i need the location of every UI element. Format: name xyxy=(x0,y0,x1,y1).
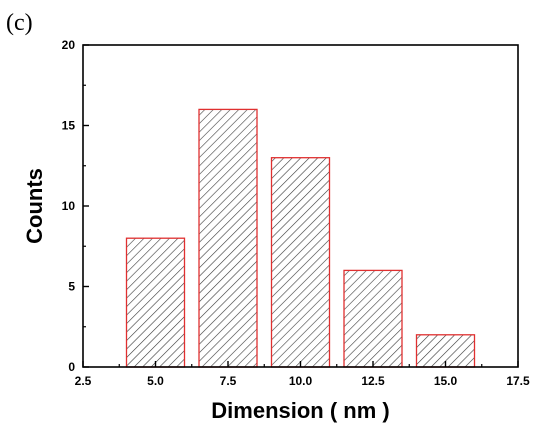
bar xyxy=(270,157,331,368)
y-tick-label: 10 xyxy=(62,199,76,213)
y-tick-label: 20 xyxy=(62,38,76,52)
bars-layer xyxy=(125,108,476,368)
axes-layer xyxy=(82,44,519,368)
y-tick-label: 0 xyxy=(68,360,75,374)
x-axis-title: Dimension ( nm ) xyxy=(211,398,389,423)
x-tick-label: 10.0 xyxy=(289,374,313,388)
x-tick-label: 12.5 xyxy=(361,374,385,388)
panel-label: (c) xyxy=(6,10,33,36)
x-tick-label: 2.5 xyxy=(75,374,92,388)
x-tick-label: 7.5 xyxy=(220,374,237,388)
y-axis-title: Counts xyxy=(22,168,47,244)
bar xyxy=(125,237,186,368)
y-tick-label: 15 xyxy=(62,119,76,133)
x-tick-label: 17.5 xyxy=(506,374,530,388)
y-tick-label: 5 xyxy=(68,280,75,294)
x-tick-label: 5.0 xyxy=(147,374,164,388)
bar xyxy=(343,269,403,368)
labels-layer: 2.5 5.0 7.5 10.0 12.5 15.0 17.5 0 5 10 15 20 xyxy=(62,38,530,388)
bar xyxy=(198,108,258,368)
x-tick-label: 15.0 xyxy=(434,374,458,388)
